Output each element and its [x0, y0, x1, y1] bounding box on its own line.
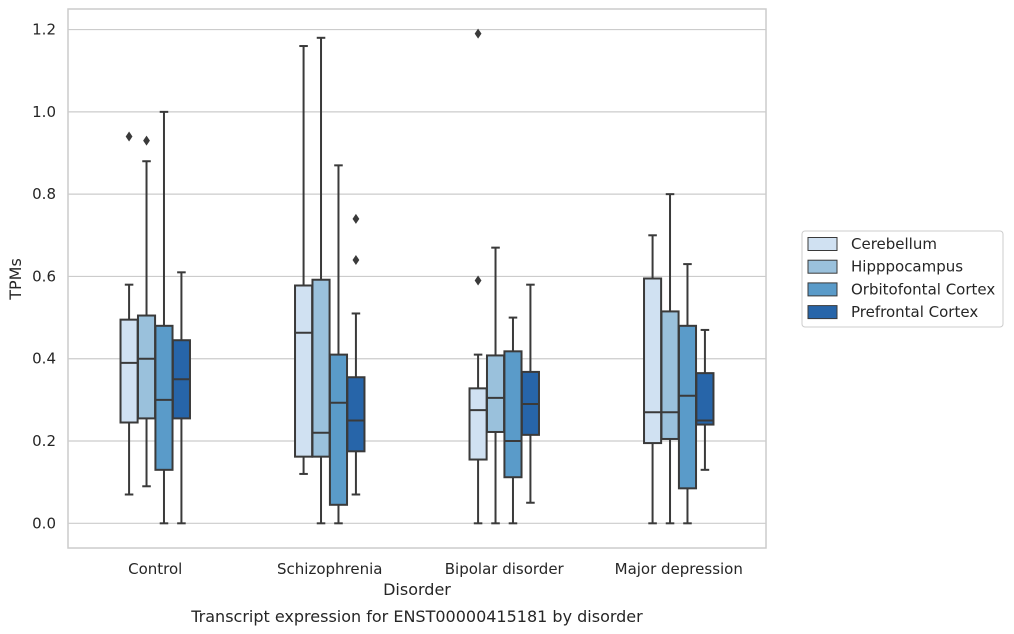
- y-tick-label: 0.6: [32, 267, 56, 285]
- outlier-point: [352, 213, 360, 224]
- outlier-point: [474, 275, 482, 286]
- y-tick-label: 0.8: [32, 185, 56, 203]
- box-iqr: [119, 318, 139, 424]
- box-0-0: [119, 131, 139, 496]
- box-2-0: [468, 28, 488, 525]
- y-tick-label: 0.2: [32, 432, 56, 450]
- box-1-0: [294, 45, 314, 475]
- box-iqr: [660, 310, 680, 440]
- box-2-3: [520, 283, 540, 504]
- box-3-2: [677, 263, 698, 525]
- legend-swatch: [807, 259, 838, 274]
- legend-label: Prefrontal Cortex: [851, 303, 978, 321]
- y-tick-label: 0.4: [32, 350, 56, 368]
- x-tick-labels: Control Schizophrenia Bipolar disorder Majo…: [128, 560, 743, 578]
- boxes: [119, 28, 715, 525]
- y-tick-label: 1.2: [32, 21, 56, 39]
- box-0-3: [171, 271, 191, 525]
- legend-item: Cerebellum: [807, 235, 937, 253]
- y-tick-label: 1.0: [32, 103, 56, 121]
- box-2-2: [503, 316, 523, 525]
- x-tick-label: Major depression: [615, 560, 743, 578]
- x-tick-label: Control: [128, 560, 182, 578]
- box-iqr: [346, 376, 366, 453]
- outlier-point: [474, 28, 482, 39]
- box-iqr: [485, 354, 506, 433]
- legend-item: Orbitofontal Cortex: [807, 280, 995, 298]
- box-0-2: [154, 110, 174, 525]
- legend: Cerebellum Hipppocampus Orbitofontal Corte…: [801, 230, 1004, 328]
- box-3-1: [660, 193, 680, 525]
- box-iqr: [154, 324, 174, 471]
- legend-label: Orbitofontal Cortex: [851, 280, 995, 298]
- legend-label: Hipppocampus: [851, 258, 963, 276]
- y-axis-label: TPMs: [6, 258, 25, 301]
- figure-caption: Transcript expression for ENST0000041518…: [190, 607, 643, 626]
- x-tick-label: Schizophrenia: [277, 560, 382, 578]
- box-iqr: [328, 353, 349, 506]
- box-iqr: [294, 284, 314, 458]
- box-iqr: [677, 324, 698, 490]
- box-iqr: [643, 277, 663, 445]
- box-1-3: [346, 213, 366, 496]
- y-tick-labels: 0.0 0.2 0.4 0.6 0.8 1.0 1.2: [32, 21, 56, 533]
- outlier-point: [352, 254, 360, 265]
- x-tick-label: Bipolar disorder: [445, 560, 565, 578]
- box-3-3: [695, 328, 715, 471]
- box-iqr: [503, 350, 523, 479]
- legend-item: Hipppocampus: [807, 258, 963, 276]
- box-3-0: [643, 234, 663, 525]
- box-2-1: [485, 246, 506, 525]
- legend-label: Cerebellum: [851, 235, 937, 253]
- x-axis-label: Disorder: [383, 580, 451, 599]
- legend-item: Prefrontal Cortex: [807, 303, 978, 321]
- box-1-1: [311, 36, 331, 525]
- y-tick-label: 0.0: [32, 514, 56, 532]
- legend-swatch: [807, 237, 838, 251]
- outlier-point: [143, 135, 150, 146]
- legend-frame: [801, 230, 1004, 328]
- box-iqr: [468, 387, 488, 461]
- legend-swatch: [807, 282, 838, 297]
- outlier-point: [125, 131, 133, 142]
- box-0-1: [136, 135, 157, 488]
- box-iqr: [136, 314, 157, 420]
- plot-frame: [67, 8, 767, 549]
- box-iqr: [311, 278, 331, 458]
- box-iqr: [695, 372, 715, 426]
- legend-swatch: [807, 305, 838, 320]
- box-1-2: [328, 164, 349, 525]
